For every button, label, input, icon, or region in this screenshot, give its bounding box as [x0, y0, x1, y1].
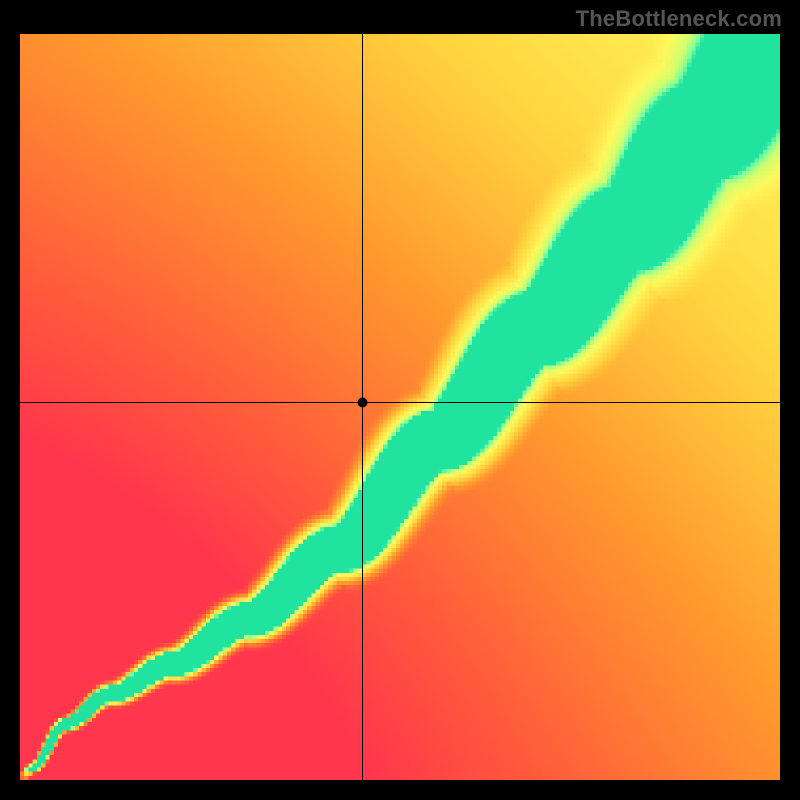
- chart-frame: TheBottleneck.com: [0, 0, 800, 800]
- crosshair-overlay: [20, 34, 780, 780]
- source-watermark: TheBottleneck.com: [576, 6, 782, 32]
